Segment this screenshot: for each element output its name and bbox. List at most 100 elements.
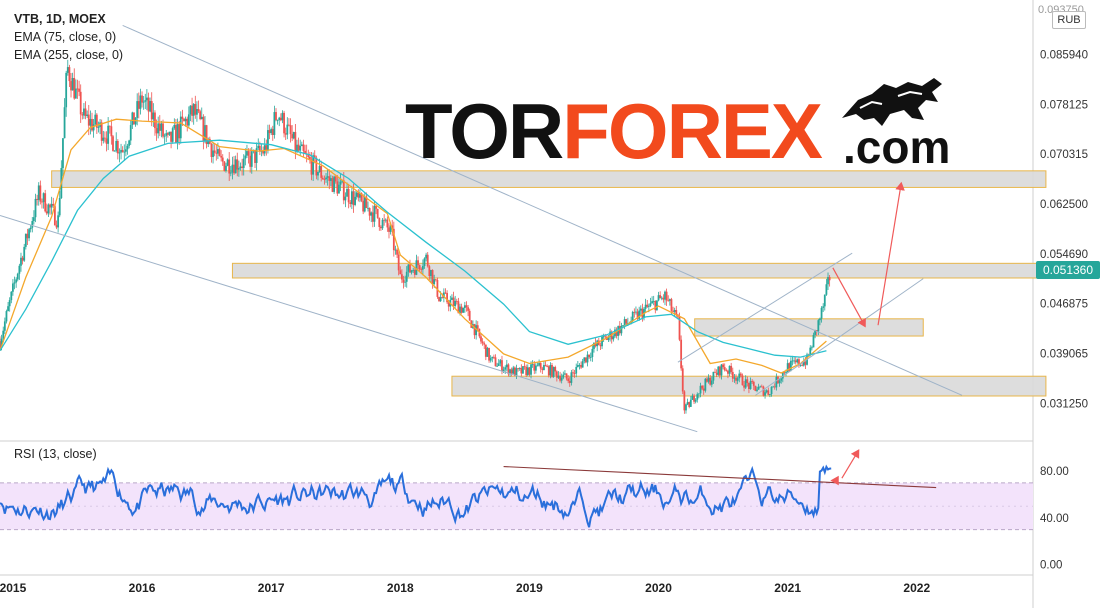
price-candle xyxy=(686,402,689,405)
price-candle xyxy=(446,293,448,303)
price-candle xyxy=(108,125,111,127)
price-candle xyxy=(168,131,171,135)
price-candle xyxy=(200,116,203,120)
price-candle xyxy=(452,297,455,307)
price-candle xyxy=(559,375,561,381)
price-candle xyxy=(50,203,53,208)
price-candle xyxy=(499,360,502,364)
price-candle xyxy=(704,378,707,391)
price-candle xyxy=(31,221,34,228)
price-candle xyxy=(315,157,318,176)
price-candle xyxy=(249,155,252,167)
price-candle xyxy=(36,198,39,200)
price-candle xyxy=(228,159,231,174)
price-candle xyxy=(210,143,213,157)
price-candle xyxy=(812,334,815,348)
price-candle xyxy=(749,381,752,390)
price-candle xyxy=(562,374,565,378)
price-candle xyxy=(407,264,410,272)
price-candle xyxy=(717,366,720,375)
rsi-tick-label: 0.00 xyxy=(1040,560,1062,572)
price-candle xyxy=(41,201,43,203)
price-candle xyxy=(258,145,261,152)
price-candle xyxy=(483,343,486,345)
price-candle xyxy=(23,246,26,261)
price-candle xyxy=(801,364,804,366)
price-candle xyxy=(267,130,269,151)
currency-badge[interactable]: RUB xyxy=(1052,11,1086,29)
price-candle xyxy=(325,177,327,180)
price-candle xyxy=(339,181,342,185)
price-candle xyxy=(625,319,628,324)
price-candle xyxy=(94,114,97,125)
price-candle xyxy=(794,360,797,363)
price-candle xyxy=(462,308,465,313)
price-candle xyxy=(823,294,826,307)
price-candle xyxy=(176,124,179,143)
price-candle xyxy=(769,394,771,395)
price-candle xyxy=(283,112,285,134)
price-candle xyxy=(765,390,768,393)
price-candle xyxy=(662,297,665,300)
price-candle xyxy=(783,372,786,374)
price-candle xyxy=(8,300,11,307)
price-candle xyxy=(530,364,532,375)
price-candle xyxy=(89,118,92,126)
price-candle xyxy=(175,124,177,143)
forecast-arrow-up xyxy=(877,181,905,326)
price-candle xyxy=(141,95,143,103)
price-candle xyxy=(29,227,32,230)
price-candle xyxy=(49,204,51,208)
price-candle xyxy=(347,188,350,203)
price-candle xyxy=(171,128,174,142)
price-candle xyxy=(547,366,550,376)
price-candle xyxy=(544,365,547,367)
logo-tor: TOR xyxy=(405,87,564,175)
price-candle xyxy=(451,297,453,300)
price-candle xyxy=(746,379,749,383)
price-candle xyxy=(735,377,737,381)
price-candle xyxy=(426,254,429,267)
price-candle xyxy=(307,154,310,157)
price-candle xyxy=(421,265,424,270)
price-candle xyxy=(585,357,587,363)
price-candle xyxy=(91,118,93,131)
price-candle xyxy=(7,306,9,312)
price-candle xyxy=(288,124,290,126)
price-candle xyxy=(644,304,647,309)
price-candle xyxy=(3,321,6,331)
price-candle xyxy=(520,367,523,374)
price-candle xyxy=(523,366,526,368)
price-tick-label: 0.078125 xyxy=(1040,99,1088,111)
price-candle xyxy=(683,391,686,411)
price-candle xyxy=(744,379,747,388)
price-candle xyxy=(281,112,284,121)
price-candle xyxy=(71,77,74,91)
price-candle xyxy=(2,330,5,339)
price-candle xyxy=(780,378,783,381)
price-candle xyxy=(373,205,376,222)
price-candle xyxy=(145,97,148,101)
price-candle xyxy=(320,166,323,178)
price-candle xyxy=(18,265,21,274)
price-candle xyxy=(501,360,503,372)
price-candle xyxy=(231,164,234,173)
price-candle xyxy=(567,378,570,382)
price-candle xyxy=(455,300,458,302)
price-candle xyxy=(447,302,450,307)
price-candle xyxy=(773,386,776,388)
price-candle xyxy=(396,249,398,255)
price-candle xyxy=(593,343,595,349)
price-candle xyxy=(123,151,126,153)
price-candle xyxy=(368,207,371,216)
price-candle xyxy=(560,377,563,381)
price-candle xyxy=(178,124,181,139)
price-candle xyxy=(762,386,765,396)
price-candle xyxy=(623,319,626,326)
price-candle xyxy=(539,362,542,369)
price-candle xyxy=(786,363,789,373)
price-candle xyxy=(509,369,511,375)
price-candle xyxy=(712,371,715,381)
price-candle xyxy=(223,161,226,171)
